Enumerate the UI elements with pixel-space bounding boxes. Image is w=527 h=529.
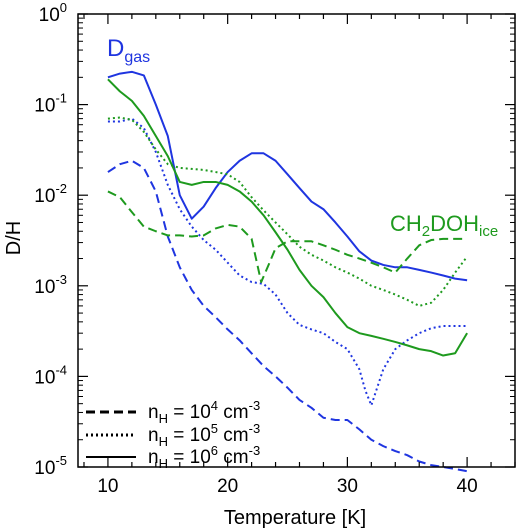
x-tick-label: 20 — [217, 476, 238, 497]
x-tick-label: 30 — [337, 476, 358, 497]
y-tick-label: 10-5 — [34, 453, 67, 479]
series-gas-1e4-line — [107, 159, 468, 473]
annotation-ch2doh-main: CH — [390, 211, 422, 236]
y-tick-label: 100 — [39, 0, 67, 26]
annotation-ch2doh-ice: CH2DOHice — [390, 211, 498, 240]
plot-lines — [107, 70, 468, 473]
legend-entry-dashed: nH = 104 cm-3 — [86, 398, 260, 426]
legend: nH = 104 cm-3 nH = 105 cm-3 nH = 106 cm-… — [86, 398, 260, 471]
annotation-dgas-sub: gas — [124, 49, 150, 66]
x-axis-label: Temperature [K] — [224, 507, 366, 529]
legend-text-solid: nH = 106 cm-3 — [148, 443, 260, 471]
axes: 10 20 30 40 10-5 10-4 10-3 10-2 10-1 100 — [34, 0, 516, 497]
legend-text-dashed: nH = 104 cm-3 — [148, 398, 260, 426]
x-tick-label: 40 — [457, 476, 478, 497]
y-tick-label: 10-1 — [34, 91, 67, 117]
series-gas-1e6-line — [107, 70, 468, 282]
y-tick-label: 10-2 — [34, 181, 67, 207]
annotation-dgas-main: D — [107, 35, 124, 62]
series-ice-1e4-line — [107, 190, 468, 284]
series-ice-1e6-line — [107, 78, 468, 357]
annotation-ch2doh-sub2: ice — [479, 223, 498, 240]
x-tick-label: 10 — [97, 476, 118, 497]
legend-text-dotted: nH = 105 cm-3 — [148, 421, 260, 449]
y-axis-label: D/H — [3, 221, 25, 255]
annotation-ch2doh-mid: DOH — [430, 211, 479, 236]
annotation-dgas: Dgas — [107, 35, 150, 66]
series-ice-1e5-line — [107, 116, 468, 307]
series-gas-1e5-line — [107, 117, 468, 407]
annotation-ch2doh-sub1: 2 — [422, 223, 430, 240]
y-tick-label: 10-3 — [34, 272, 67, 298]
plot-frame — [77, 13, 516, 468]
legend-entry-dotted: nH = 105 cm-3 — [86, 421, 260, 449]
y-tick-label: 10-4 — [34, 362, 67, 388]
legend-entry-solid: nH = 106 cm-3 — [86, 443, 260, 471]
